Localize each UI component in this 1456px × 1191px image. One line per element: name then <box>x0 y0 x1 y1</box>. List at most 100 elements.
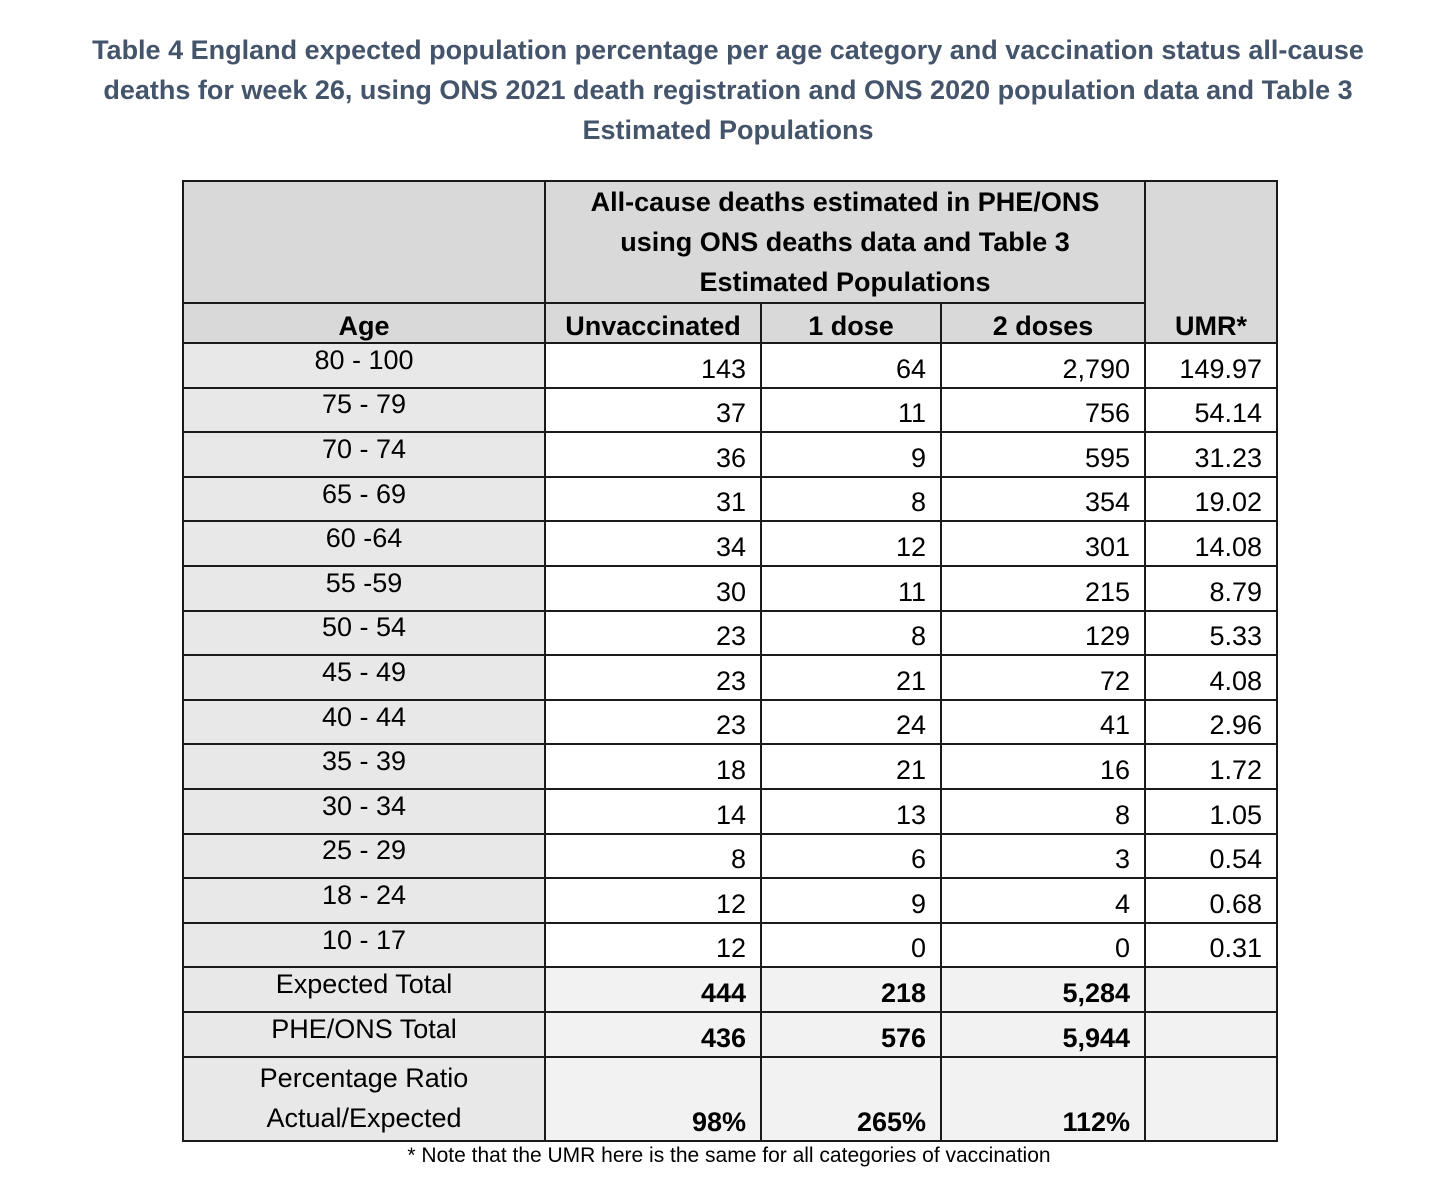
age-cell: 80 - 100 <box>182 342 546 389</box>
one-dose-cell: 0 <box>760 921 942 969</box>
two-doses-cell: 2,790 <box>939 342 1147 389</box>
two-doses-cell: 41 <box>939 698 1147 746</box>
table-row: 70 - 74 36 9 595 31.23 <box>182 431 1279 478</box>
unvaccinated-cell: 31 <box>544 475 762 523</box>
two-doses-cell: 301 <box>939 520 1147 567</box>
unvaccinated-cell: 12 <box>544 877 762 924</box>
expected-total-row: Expected Total 444 218 5,284 <box>182 966 1279 1013</box>
phe-ons-total-unvaccinated: 436 <box>544 1010 762 1058</box>
table-row: 35 - 39 18 21 16 1.72 <box>182 743 1279 790</box>
percentage-ratio-row: Percentage Ratio Actual/Expected 98% 265… <box>182 1055 1279 1142</box>
unvaccinated-cell: 23 <box>544 654 762 701</box>
age-cell: 45 - 49 <box>182 654 546 701</box>
umr-cell: 54.14 <box>1144 386 1279 434</box>
age-cell: 50 - 54 <box>182 609 546 657</box>
umr-cell: 14.08 <box>1144 520 1279 567</box>
table-row: 45 - 49 23 21 72 4.08 <box>182 654 1279 701</box>
two-doses-cell: 8 <box>939 787 1147 835</box>
umr-cell: 149.97 <box>1144 342 1279 389</box>
one-dose-cell: 6 <box>760 832 942 880</box>
one-dose-cell: 8 <box>760 609 942 657</box>
table-caption: Table 4 England expected population perc… <box>40 30 1416 150</box>
one-dose-cell: 8 <box>760 475 942 523</box>
table-row: 60 -64 34 12 301 14.08 <box>182 520 1279 567</box>
age-cell: 10 - 17 <box>182 921 546 969</box>
footnote: * Note that the UMR here is the same for… <box>407 1144 1051 1167</box>
two-doses-cell: 16 <box>939 743 1147 790</box>
table-row: 80 - 100 143 64 2,790 149.97 <box>182 342 1279 389</box>
header-group-label: All-cause deaths estimated in PHE/ONS us… <box>543 180 1147 304</box>
unvaccinated-cell: 23 <box>544 609 762 657</box>
unvaccinated-cell: 8 <box>544 832 762 880</box>
phe-ons-total-label: PHE/ONS Total <box>182 1010 546 1058</box>
age-cell: 75 - 79 <box>182 386 546 434</box>
phe-ons-total-two-doses: 5,944 <box>939 1010 1147 1058</box>
two-doses-cell: 0 <box>939 921 1147 969</box>
deaths-table: All-cause deaths estimated in PHE/ONS us… <box>182 180 1279 1142</box>
caption-line-3: Estimated Populations <box>582 115 874 145</box>
age-cell: 30 - 34 <box>182 787 546 835</box>
unvaccinated-cell: 36 <box>544 431 762 478</box>
umr-cell: 1.72 <box>1144 743 1279 790</box>
unvaccinated-cell: 23 <box>544 698 762 746</box>
two-doses-cell: 3 <box>939 832 1147 880</box>
percentage-ratio-two-doses: 112% <box>939 1055 1147 1142</box>
expected-total-unvaccinated: 444 <box>544 966 762 1013</box>
age-cell: 70 - 74 <box>182 431 546 478</box>
umr-cell: 0.31 <box>1144 921 1279 969</box>
table-row: 40 - 44 23 24 41 2.96 <box>182 698 1279 746</box>
umr-cell: 1.05 <box>1144 787 1279 835</box>
percentage-ratio-label: Percentage Ratio Actual/Expected <box>182 1055 546 1142</box>
two-doses-cell: 4 <box>939 877 1147 924</box>
phe-ons-total-umr-empty <box>1144 1010 1279 1058</box>
percentage-ratio-umr-empty <box>1144 1055 1279 1142</box>
one-dose-cell: 21 <box>760 743 942 790</box>
unvaccinated-cell: 14 <box>544 787 762 835</box>
two-doses-cell: 215 <box>939 564 1147 612</box>
expected-total-label: Expected Total <box>182 966 546 1013</box>
table-row: 18 - 24 12 9 4 0.68 <box>182 877 1279 924</box>
umr-cell: 31.23 <box>1144 431 1279 478</box>
phe-ons-total-row: PHE/ONS Total 436 576 5,944 <box>182 1010 1279 1058</box>
age-cell: 65 - 69 <box>182 475 546 523</box>
umr-cell: 8.79 <box>1144 564 1279 612</box>
one-dose-cell: 11 <box>760 564 942 612</box>
percentage-ratio-label-line-1: Percentage Ratio <box>259 1062 469 1093</box>
one-dose-cell: 64 <box>760 342 942 389</box>
unvaccinated-cell: 143 <box>544 342 762 389</box>
table-row: 30 - 34 14 13 8 1.05 <box>182 787 1279 835</box>
phe-ons-total-one-dose: 576 <box>760 1010 942 1058</box>
one-dose-cell: 13 <box>760 787 942 835</box>
percentage-ratio-unvaccinated: 98% <box>544 1055 762 1142</box>
unvaccinated-cell: 12 <box>544 921 762 969</box>
two-doses-cell: 595 <box>939 431 1147 478</box>
umr-cell: 19.02 <box>1144 475 1279 523</box>
caption-line-1: Table 4 England expected population perc… <box>92 35 1364 65</box>
two-doses-cell: 129 <box>939 609 1147 657</box>
expected-total-umr-empty <box>1144 966 1279 1013</box>
header-age: Age <box>182 302 546 344</box>
unvaccinated-cell: 30 <box>544 564 762 612</box>
umr-cell: 0.68 <box>1144 877 1279 924</box>
one-dose-cell: 24 <box>760 698 942 746</box>
table-row: 50 - 54 23 8 129 5.33 <box>182 609 1279 657</box>
header-unvaccinated: Unvaccinated <box>544 302 762 344</box>
two-doses-cell: 72 <box>939 654 1147 701</box>
one-dose-cell: 21 <box>760 654 942 701</box>
one-dose-cell: 9 <box>760 877 942 924</box>
expected-total-two-doses: 5,284 <box>939 966 1147 1013</box>
one-dose-cell: 12 <box>760 520 942 567</box>
header-two-doses: 2 doses <box>939 302 1147 344</box>
age-cell: 35 - 39 <box>182 743 546 790</box>
header-row-columns: Age Unvaccinated 1 dose 2 doses <box>182 302 1277 344</box>
table-row: 75 - 79 37 11 756 54.14 <box>182 386 1279 434</box>
table-row: 55 -59 30 11 215 8.79 <box>182 564 1279 612</box>
umr-cell: 2.96 <box>1144 698 1279 746</box>
caption-line-2: deaths for week 26, using ONS 2021 death… <box>103 75 1353 105</box>
header-blank-cell <box>182 180 546 304</box>
two-doses-cell: 354 <box>939 475 1147 523</box>
unvaccinated-cell: 34 <box>544 520 762 567</box>
umr-cell: 0.54 <box>1144 832 1279 880</box>
age-cell: 55 -59 <box>182 564 546 612</box>
one-dose-cell: 9 <box>760 431 942 478</box>
